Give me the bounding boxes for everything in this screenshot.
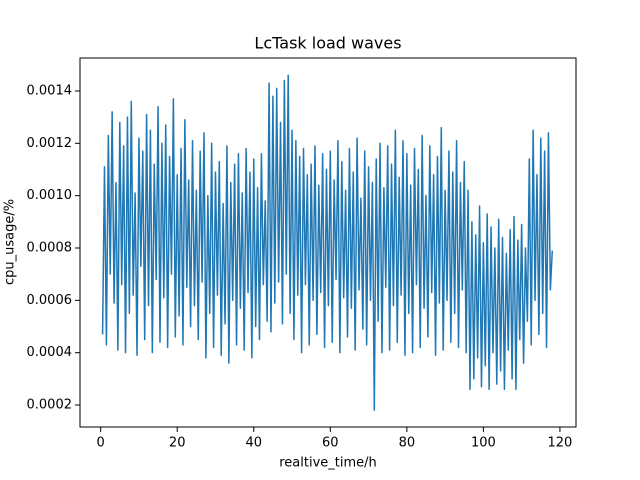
y-tick-label: 0.0010 [27,188,73,203]
y-axis-label: cpu_usage/% [3,199,18,285]
x-tick-label: 100 [471,436,496,451]
x-tick-label: 120 [548,436,573,451]
plot-frame [79,57,577,428]
x-tick-label: 20 [169,436,186,451]
y-tick-label: 0.0004 [27,345,73,360]
y-tick-label: 0.0006 [27,293,73,308]
y-tick-label: 0.0012 [27,136,73,151]
y-tick-label: 0.0002 [27,398,73,413]
x-axis-label: realtive_time/h [279,456,377,471]
y-tick-label: 0.0014 [27,83,73,98]
chart-title: LcTask load waves [254,34,401,53]
y-tick-label: 0.0008 [27,240,73,255]
x-tick-label: 0 [97,436,105,451]
data-line [101,74,554,411]
x-tick-label: 60 [322,436,339,451]
x-tick-label: 40 [245,436,262,451]
x-tick-label: 80 [399,436,416,451]
